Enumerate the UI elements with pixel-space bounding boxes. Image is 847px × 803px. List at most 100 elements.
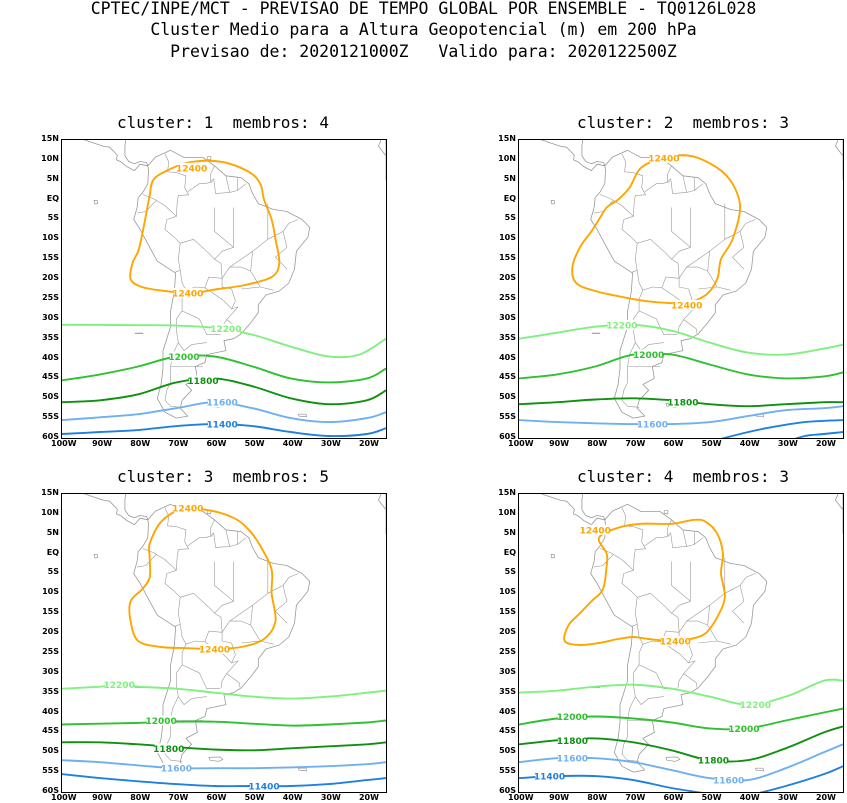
latitude-tick-label: EQ <box>503 547 516 557</box>
longitude-tick-label: 30W <box>777 439 798 448</box>
contour-line <box>519 352 843 380</box>
contour-line <box>62 773 386 788</box>
island-coastline <box>93 554 99 559</box>
longitude-tick-label: 90W <box>549 793 570 802</box>
longitude-tick-label: 80W <box>130 439 151 448</box>
contour-label-bg <box>729 723 758 734</box>
geopotential-contours <box>62 507 386 788</box>
longitude-tick-label: 60W <box>206 793 227 802</box>
island-coastline <box>550 554 556 559</box>
contour-label: 11800 <box>698 757 729 767</box>
central-america-coastline <box>83 140 149 171</box>
country-border <box>644 535 670 546</box>
country-border <box>613 200 638 244</box>
latitude-tick-label: 5N <box>503 173 516 183</box>
latitude-tick-label: 25S <box>499 646 516 656</box>
country-border <box>178 696 207 705</box>
contour-label: 12400 <box>176 164 207 174</box>
longitude-tick-label: 100W <box>51 439 77 448</box>
country-border <box>677 660 696 688</box>
longitude-tick-label: 40W <box>282 439 303 448</box>
country-border <box>707 203 731 291</box>
country-border <box>698 286 718 290</box>
country-border <box>179 270 205 291</box>
country-border <box>732 585 745 624</box>
country-border <box>671 207 691 260</box>
latitude-tick-label: 25S <box>499 292 516 302</box>
coastline-layer <box>83 494 386 773</box>
country-border <box>686 531 695 547</box>
contour-label: 12200 <box>104 681 135 691</box>
forecast-dates: Previsao de: 2020121000Z Valido para: 20… <box>170 42 677 61</box>
country-border <box>164 507 189 571</box>
coastline-layer <box>83 140 386 419</box>
country-border <box>694 537 704 545</box>
panel-1-title: cluster: 1 membros: 4 <box>117 113 329 132</box>
panel-4-title: cluster: 4 membros: 3 <box>577 467 789 486</box>
country-border <box>210 165 230 194</box>
latitude-tick-label: 40S <box>42 352 59 362</box>
country-border <box>181 310 200 320</box>
map-canvas: 12400 12400 12200 12000 11800 11600 <box>519 140 843 438</box>
latitude-tick-label: 10S <box>499 233 516 243</box>
country-border <box>707 557 731 645</box>
country-border <box>686 620 708 626</box>
latitude-tick-label: 60S <box>42 786 59 795</box>
country-border <box>214 207 234 248</box>
country-border <box>694 183 704 191</box>
contour-label-bg <box>169 351 198 362</box>
contour-line <box>759 765 843 792</box>
latitude-tick-label: 55S <box>42 766 59 776</box>
country-border <box>631 243 638 273</box>
country-border <box>241 286 261 290</box>
contour-label: 12400 <box>199 645 230 655</box>
country-border <box>671 207 691 248</box>
contour-line <box>519 405 843 426</box>
contour-label: 12400 <box>172 289 203 299</box>
country-border <box>686 266 708 272</box>
island-coastline <box>663 510 669 515</box>
country-border <box>636 624 662 645</box>
latitude-tick-label: EQ <box>46 547 59 557</box>
latitude-tick-label: 35S <box>499 686 516 696</box>
latitude-tick-label: 40S <box>42 706 59 716</box>
contour-label: 12200 <box>606 321 637 331</box>
island-coastline <box>208 756 224 762</box>
contour-label: 11600 <box>161 765 192 775</box>
latitude-tick-label: 5S <box>47 213 59 223</box>
panel-2-title: cluster: 2 membros: 3 <box>577 113 789 132</box>
latitude-tick-label: 30S <box>42 666 59 676</box>
panel-3-title: cluster: 3 membros: 5 <box>117 467 329 486</box>
contour-label: 11800 <box>667 399 698 409</box>
contour-label: 11600 <box>557 755 588 765</box>
latitude-tick-label: 5S <box>47 567 59 577</box>
country-border <box>636 270 662 291</box>
map-panel-cluster-2: 12400 12400 12200 12000 11800 11600 <box>518 139 844 439</box>
longitude-tick-label: 50W <box>701 793 722 802</box>
contour-label: 12400 <box>648 154 679 164</box>
contour-label-bg <box>558 711 587 722</box>
longitude-tick-label: 90W <box>92 439 113 448</box>
latitude-tick-label: 45S <box>42 726 59 736</box>
contour-line <box>720 419 843 438</box>
contour-label-bg <box>173 502 202 513</box>
contour-label-bg <box>581 524 610 535</box>
contour-label: 12200 <box>210 325 241 335</box>
figure-title: CPTEC/INPE/MCT - PREVISAO DE TEMPO GLOBA… <box>90 0 757 18</box>
country-border <box>237 183 247 191</box>
latitude-tick-label: 25S <box>42 292 59 302</box>
latitude-tick-label: 20S <box>499 273 516 283</box>
country-border <box>221 251 253 279</box>
map-canvas: 12400 12400 12200 12000 11800 11600 11400 <box>62 494 386 792</box>
latitude-tick-label: 30S <box>499 666 516 676</box>
country-border <box>210 519 230 548</box>
country-border <box>250 203 274 291</box>
contour-label: 12000 <box>145 717 176 727</box>
longitude-tick-label: 60W <box>206 439 227 448</box>
latitude-tick-label: 15N <box>41 134 59 143</box>
central-america-coastline <box>83 494 149 525</box>
latitude-tick-label: 50S <box>42 746 59 756</box>
contour-label: 11400 <box>534 773 565 783</box>
contour-label: 11600 <box>206 399 237 409</box>
longitude-tick-label: 70W <box>168 439 189 448</box>
